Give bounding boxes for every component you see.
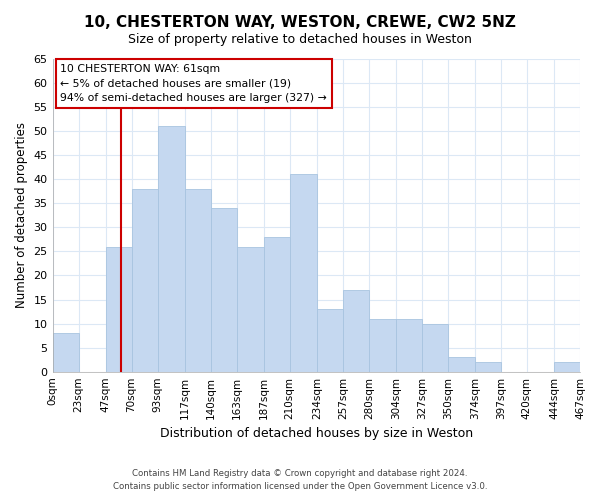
Bar (211, 208, 236, 372)
Text: Size of property relative to detached houses in Weston: Size of property relative to detached ho… (128, 32, 472, 46)
Bar (448, 357, 475, 372)
Bar (236, 246, 264, 372)
Bar (554, 362, 580, 372)
Bar (53, 333, 79, 372)
Y-axis label: Number of detached properties: Number of detached properties (15, 122, 28, 308)
Bar (158, 126, 185, 372)
Text: 10, CHESTERTON WAY, WESTON, CREWE, CW2 5NZ: 10, CHESTERTON WAY, WESTON, CREWE, CW2 5… (84, 15, 516, 30)
Bar (475, 362, 501, 372)
X-axis label: Distribution of detached houses by size in Weston: Distribution of detached houses by size … (160, 427, 473, 440)
Bar (396, 319, 422, 372)
Bar (290, 174, 317, 372)
Text: Contains HM Land Registry data © Crown copyright and database right 2024.
Contai: Contains HM Land Registry data © Crown c… (113, 470, 487, 491)
Bar (369, 319, 396, 372)
Bar (131, 189, 158, 372)
Bar (422, 324, 448, 372)
Text: 10 CHESTERTON WAY: 61sqm
← 5% of detached houses are smaller (19)
94% of semi-de: 10 CHESTERTON WAY: 61sqm ← 5% of detache… (61, 64, 327, 104)
Bar (343, 290, 369, 372)
Bar (106, 246, 131, 372)
Bar (317, 309, 343, 372)
Bar (185, 189, 211, 372)
Bar (264, 237, 290, 372)
